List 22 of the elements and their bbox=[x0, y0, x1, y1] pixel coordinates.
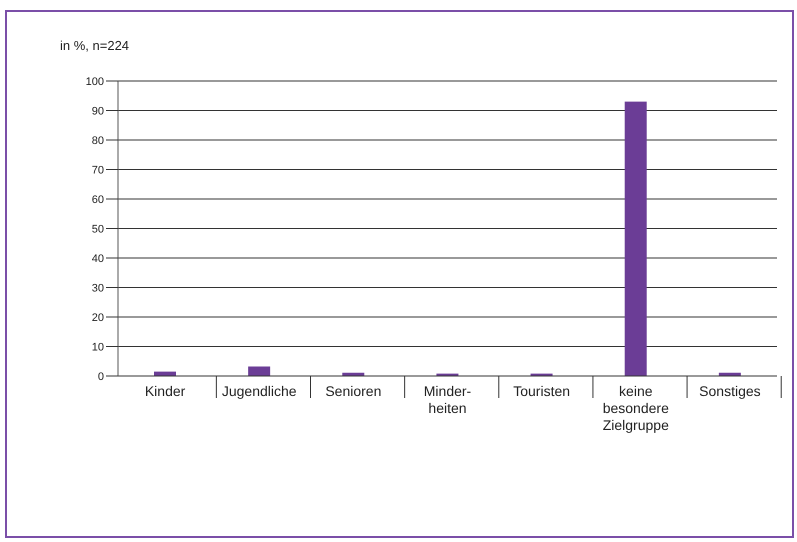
y-tick-label: 60 bbox=[92, 194, 104, 206]
x-tick-label: Minder- heiten bbox=[424, 383, 472, 416]
y-tick-label: 50 bbox=[92, 223, 104, 236]
y-tick-label: 20 bbox=[92, 312, 104, 324]
y-axis-title: in %, n=224 bbox=[60, 38, 130, 53]
y-tick-label: 90 bbox=[92, 105, 104, 118]
x-tick-label: Sonstiges bbox=[699, 383, 761, 399]
y-tick-label: 0 bbox=[98, 370, 104, 383]
bar bbox=[624, 102, 647, 376]
x-tick-label: keine besondere Zielgruppe bbox=[602, 383, 670, 433]
bar bbox=[248, 366, 270, 376]
y-tick-label: 40 bbox=[92, 252, 104, 265]
bar bbox=[154, 372, 176, 376]
x-tick-label: Senioren bbox=[325, 383, 382, 399]
y-tick-label: 70 bbox=[92, 164, 104, 176]
y-tick-label: 80 bbox=[92, 134, 104, 147]
x-tick-label: Kinder bbox=[144, 383, 186, 399]
y-tick-label: 30 bbox=[92, 282, 104, 294]
x-tick-label: Jugendliche bbox=[222, 383, 297, 399]
x-tick-label: Touristen bbox=[513, 383, 570, 399]
y-tick-label: 10 bbox=[92, 341, 104, 354]
y-tick-label: 100 bbox=[86, 76, 104, 88]
